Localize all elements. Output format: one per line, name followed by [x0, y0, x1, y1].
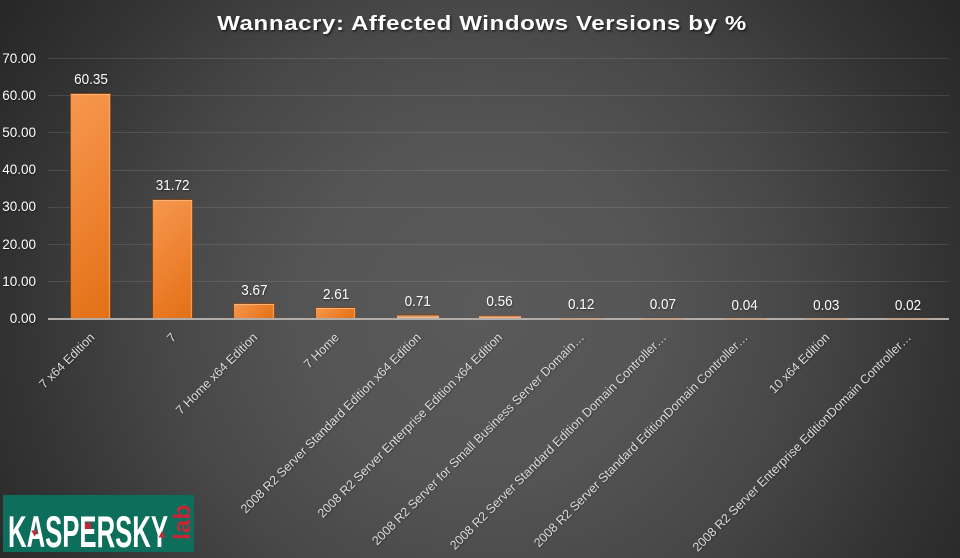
svg-text:KASPERSKY: KASPERSKY: [8, 506, 168, 552]
svg-text:lab: lab: [169, 505, 194, 540]
